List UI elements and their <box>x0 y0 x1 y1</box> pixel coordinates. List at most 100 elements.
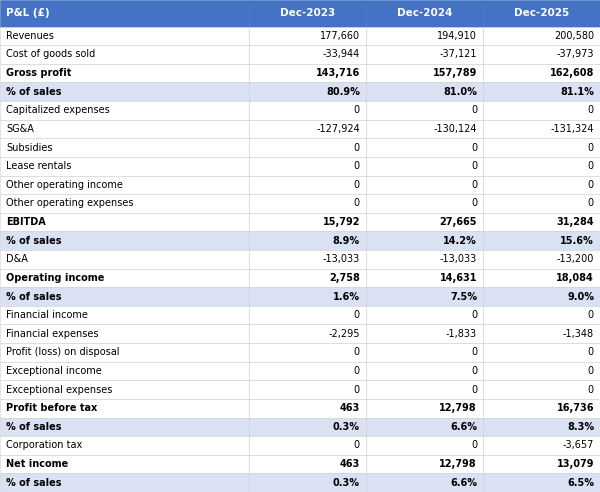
Bar <box>483 418 600 436</box>
Bar <box>249 231 366 250</box>
Bar <box>0 157 249 176</box>
Text: 80.9%: 80.9% <box>326 87 360 97</box>
Bar <box>0 138 249 157</box>
Text: 0: 0 <box>471 198 477 209</box>
Text: 463: 463 <box>340 459 360 469</box>
Text: Corporation tax: Corporation tax <box>6 440 82 451</box>
Text: 0: 0 <box>354 310 360 320</box>
Text: Dec-2024: Dec-2024 <box>397 8 452 18</box>
Bar <box>249 101 366 120</box>
Bar <box>249 380 366 399</box>
Text: Net income: Net income <box>6 459 68 469</box>
Text: 18,084: 18,084 <box>556 273 594 283</box>
Text: 0: 0 <box>588 385 594 395</box>
Bar <box>0 250 249 269</box>
Text: SG&A: SG&A <box>6 124 34 134</box>
Bar <box>483 213 600 231</box>
Bar <box>249 362 366 380</box>
Text: 12,798: 12,798 <box>439 459 477 469</box>
Text: 8.3%: 8.3% <box>567 422 594 432</box>
Text: 6.6%: 6.6% <box>450 478 477 488</box>
Bar <box>0 213 249 231</box>
Text: -127,924: -127,924 <box>316 124 360 134</box>
Text: 0: 0 <box>354 440 360 451</box>
Bar <box>483 27 600 45</box>
Text: 8.9%: 8.9% <box>333 236 360 246</box>
Text: Dec-2023: Dec-2023 <box>280 8 335 18</box>
Text: D&A: D&A <box>6 254 28 264</box>
Text: 2,758: 2,758 <box>329 273 360 283</box>
Text: % of sales: % of sales <box>6 422 62 432</box>
Bar <box>0 231 249 250</box>
Text: Profit before tax: Profit before tax <box>6 403 97 413</box>
Bar <box>366 138 483 157</box>
Bar <box>366 324 483 343</box>
Bar <box>249 287 366 306</box>
Text: 13,079: 13,079 <box>557 459 594 469</box>
Text: 194,910: 194,910 <box>437 31 477 41</box>
Bar <box>0 380 249 399</box>
Bar <box>483 120 600 138</box>
Bar <box>366 362 483 380</box>
Text: 9.0%: 9.0% <box>567 292 594 302</box>
Text: 200,580: 200,580 <box>554 31 594 41</box>
Bar <box>249 0 366 27</box>
Bar <box>366 83 483 101</box>
Bar <box>366 455 483 473</box>
Text: -1,833: -1,833 <box>446 329 477 339</box>
Text: Subsidies: Subsidies <box>6 143 53 153</box>
Text: -33,944: -33,944 <box>323 50 360 60</box>
Bar <box>249 343 366 362</box>
Text: 14.2%: 14.2% <box>443 236 477 246</box>
Text: 27,665: 27,665 <box>440 217 477 227</box>
Bar <box>0 64 249 83</box>
Text: 0: 0 <box>588 143 594 153</box>
Bar <box>0 269 249 287</box>
Text: 463: 463 <box>340 403 360 413</box>
Text: Dec-2025: Dec-2025 <box>514 8 569 18</box>
Text: 0: 0 <box>354 180 360 190</box>
Bar <box>483 455 600 473</box>
Text: 1.6%: 1.6% <box>333 292 360 302</box>
Text: -1,348: -1,348 <box>563 329 594 339</box>
Bar <box>249 194 366 213</box>
Text: Exceptional income: Exceptional income <box>6 366 102 376</box>
Bar <box>249 64 366 83</box>
Bar <box>249 120 366 138</box>
Bar <box>366 250 483 269</box>
Text: Financial income: Financial income <box>6 310 88 320</box>
Bar <box>366 45 483 64</box>
Text: 0: 0 <box>471 385 477 395</box>
Text: 0: 0 <box>354 198 360 209</box>
Text: Lease rentals: Lease rentals <box>6 161 71 171</box>
Text: 0: 0 <box>471 440 477 451</box>
Text: 0: 0 <box>588 161 594 171</box>
Bar <box>483 231 600 250</box>
Bar <box>249 176 366 194</box>
Text: -13,033: -13,033 <box>323 254 360 264</box>
Text: 81.0%: 81.0% <box>443 87 477 97</box>
Bar <box>483 380 600 399</box>
Bar <box>249 399 366 418</box>
Text: 0: 0 <box>588 366 594 376</box>
Text: Profit (loss) on disposal: Profit (loss) on disposal <box>6 347 119 357</box>
Text: 0: 0 <box>588 180 594 190</box>
Bar <box>366 176 483 194</box>
Text: P&L (£): P&L (£) <box>6 8 50 18</box>
Text: 12,798: 12,798 <box>439 403 477 413</box>
Bar <box>0 436 249 455</box>
Text: 16,736: 16,736 <box>557 403 594 413</box>
Bar <box>366 418 483 436</box>
Bar <box>366 269 483 287</box>
Bar <box>366 343 483 362</box>
Bar <box>366 101 483 120</box>
Text: -13,033: -13,033 <box>440 254 477 264</box>
Bar <box>366 436 483 455</box>
Bar <box>483 157 600 176</box>
Text: 0: 0 <box>588 198 594 209</box>
Text: 7.5%: 7.5% <box>450 292 477 302</box>
Text: 0: 0 <box>354 366 360 376</box>
Bar <box>249 418 366 436</box>
Text: 0: 0 <box>471 161 477 171</box>
Bar <box>366 380 483 399</box>
